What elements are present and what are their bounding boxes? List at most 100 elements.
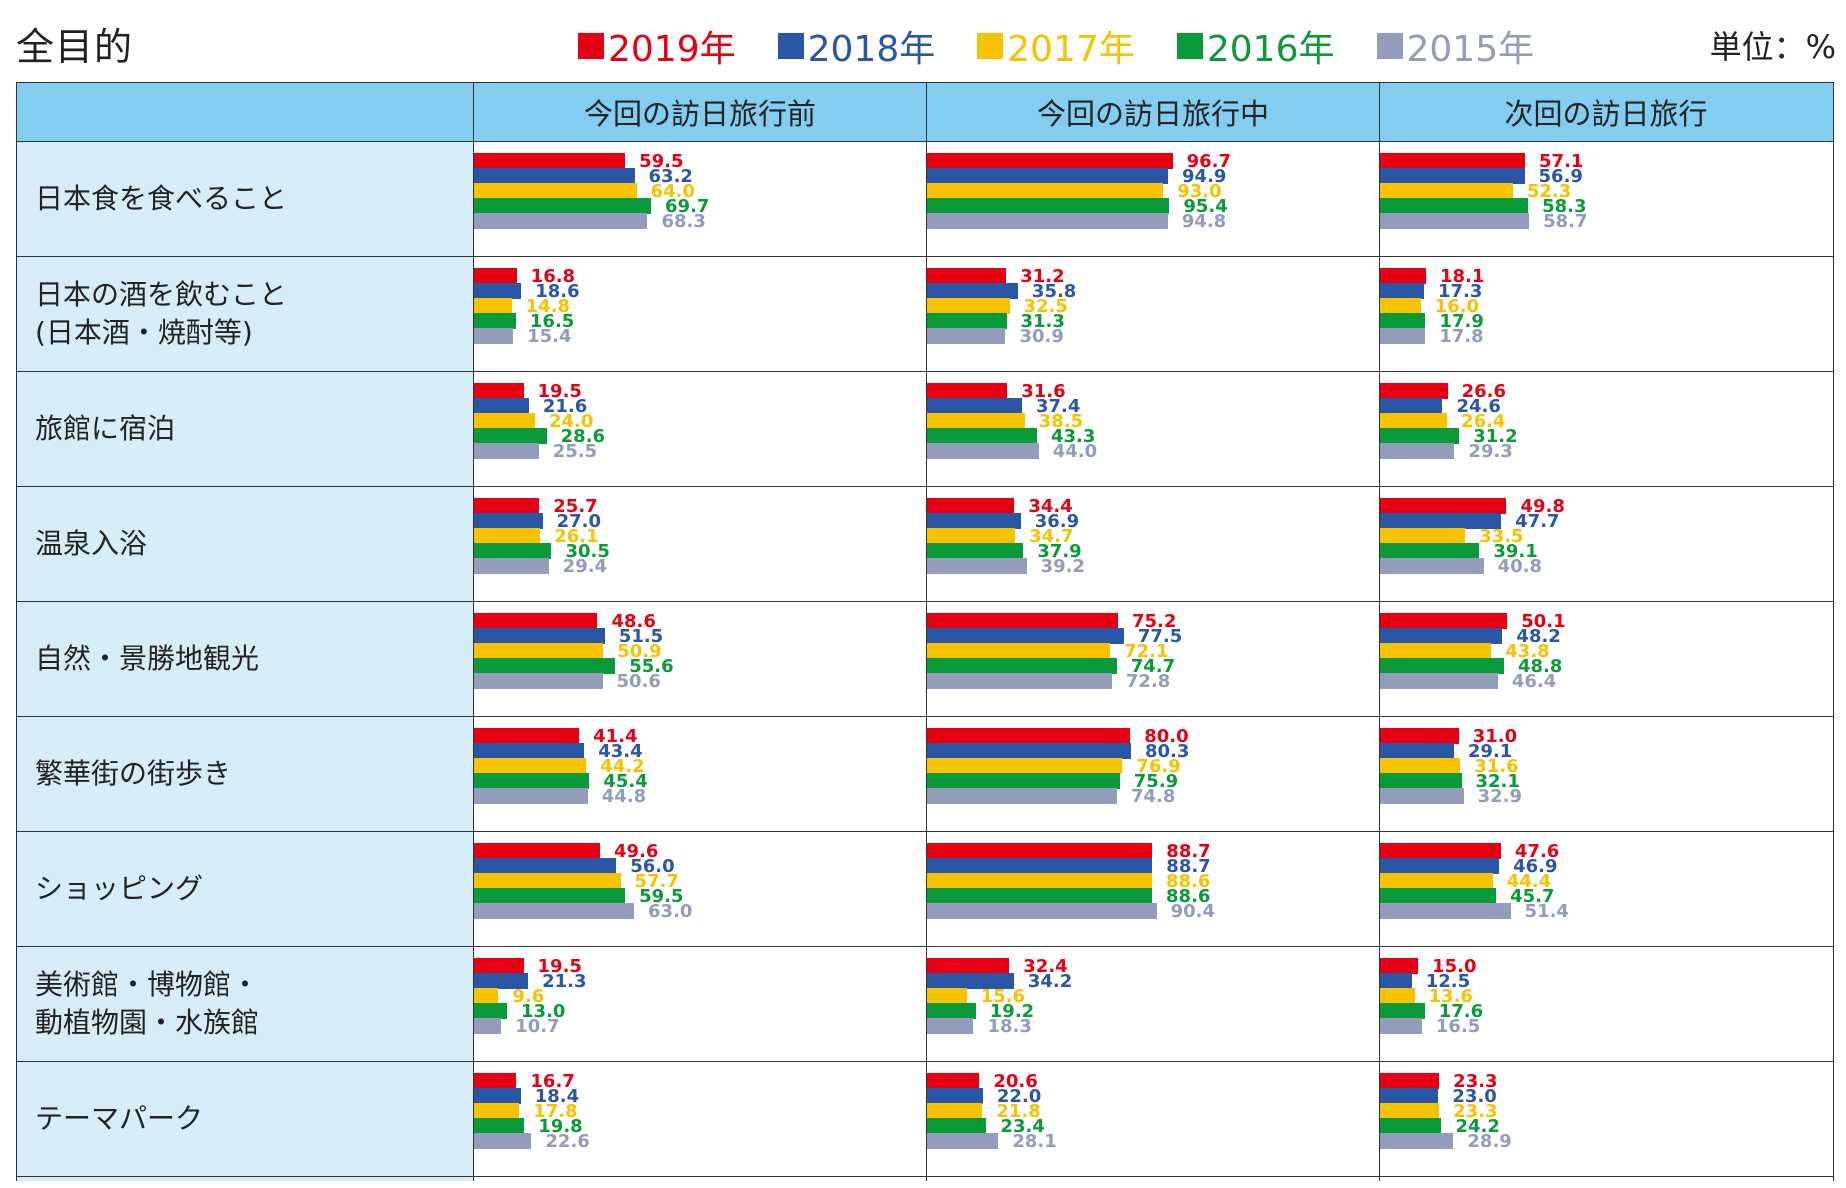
data-label: 19.5 (537, 956, 582, 977)
data-label: 16.7 (530, 1071, 575, 1092)
data-label: 72.1 (1124, 641, 1169, 662)
data-label: 90.4 (1170, 901, 1216, 922)
data-label: 51.5 (618, 626, 664, 647)
bar (1380, 788, 1464, 804)
data-label: 19.5 (537, 381, 582, 402)
bar (474, 873, 621, 889)
data-label: 33.5 (1479, 526, 1524, 547)
bar (474, 743, 585, 759)
bar (927, 543, 1024, 559)
data-label: 31.0 (1472, 726, 1518, 747)
bar (474, 903, 635, 919)
data-label: 50.9 (617, 641, 662, 662)
bar (927, 153, 1173, 169)
data-label: 17.8 (1439, 326, 1484, 347)
bar (474, 328, 514, 344)
data-label: 18.4 (534, 1086, 580, 1107)
bar (927, 903, 1157, 919)
bar (1380, 1133, 1454, 1149)
data-label: 46.9 (1513, 856, 1558, 877)
data-label: 48.6 (611, 611, 656, 632)
data-label: 18.3 (987, 1016, 1032, 1037)
bar-panel: 26.6 24.6 26.4 31.2 29.3 (1379, 372, 1832, 486)
data-label: 28.9 (1467, 1131, 1512, 1152)
bar (474, 773, 590, 789)
bar-panel: 48.6 51.5 50.9 55.6 50.6 (473, 602, 926, 716)
bar (474, 1133, 532, 1149)
data-label: 46.4 (1511, 671, 1557, 692)
bar (927, 658, 1117, 674)
chart-title: 全目的 (16, 25, 134, 69)
data-label: 69.7 (665, 196, 710, 217)
bar (474, 1088, 521, 1104)
bar (474, 973, 529, 989)
bar (1380, 973, 1412, 989)
category-label: 温泉入浴 (17, 487, 473, 601)
data-label: 17.3 (1437, 281, 1483, 302)
bar (474, 658, 616, 674)
bar-panel: 34.4 36.9 34.7 37.9 39.2 (926, 487, 1379, 601)
bar (1380, 558, 1484, 574)
bar (927, 528, 1016, 544)
legend-item: 2016年 (1176, 20, 1335, 72)
legend-label: 2018年 (807, 29, 936, 70)
column-header: 次回の訪日旅行 (1379, 83, 1832, 141)
data-label: 58.7 (1543, 211, 1588, 232)
legend-item: 2017年 (977, 20, 1135, 72)
data-label: 19.2 (989, 1001, 1035, 1022)
data-label: 51.4 (1524, 901, 1569, 922)
data-label: 21.3 (542, 971, 587, 992)
data-label: 58.3 (1542, 196, 1587, 217)
bar (1380, 513, 1502, 529)
row-tail (16, 1177, 1834, 1181)
data-label: 80.3 (1144, 741, 1190, 762)
bar (1380, 413, 1448, 429)
data-label: 29.4 (562, 556, 608, 577)
data-label: 23.3 (1453, 1101, 1498, 1122)
bar (927, 1103, 983, 1119)
data-label: 64.0 (650, 181, 695, 202)
data-label: 44.4 (1506, 871, 1552, 892)
data-label: 24.2 (1455, 1116, 1500, 1137)
data-label: 10.7 (515, 1016, 560, 1037)
bar (1380, 543, 1480, 559)
data-label: 37.4 (1035, 396, 1081, 417)
bar (1380, 443, 1455, 459)
bar (927, 313, 1007, 329)
bar (1380, 398, 1443, 414)
bar-panel: 96.7 94.9 93.0 95.4 94.8 (926, 142, 1379, 256)
bar (927, 183, 1164, 199)
legend-label: 2017年 (1007, 29, 1135, 70)
data-label: 88.7 (1166, 841, 1211, 862)
data-label: 48.8 (1517, 656, 1563, 677)
data-label: 15.0 (1432, 956, 1477, 977)
data-label: 23.4 (1000, 1116, 1045, 1137)
chart-table: 今回の訪日旅行前 今回の訪日旅行中 次回の訪日旅行 日本食を食べること 59.5 63.… (16, 82, 1834, 1181)
data-label: 32.5 (1023, 296, 1068, 317)
data-label: 23.3 (1453, 1071, 1498, 1092)
data-label: 13.6 (1428, 986, 1473, 1007)
bar (474, 283, 522, 299)
category-row: ショッピング 49.6 56.0 57.7 59.5 63.0 88.7 88.7 88.6 88… (16, 832, 1834, 947)
bar (927, 988, 967, 1004)
data-label: 32.9 (1477, 786, 1522, 807)
data-label: 76.9 (1136, 756, 1181, 777)
bar (474, 758, 587, 774)
data-label: 16.8 (530, 266, 576, 287)
bar (474, 643, 604, 659)
data-label: 43.3 (1050, 426, 1096, 447)
bar (474, 1073, 517, 1089)
bar-panel: 16.7 18.4 17.8 19.8 22.6 (473, 1062, 926, 1176)
data-label: 31.3 (1020, 311, 1065, 332)
data-label: 21.6 (542, 396, 588, 417)
data-label: 63.2 (648, 166, 693, 187)
data-label: 19.8 (538, 1116, 583, 1137)
legend-item: 2018年 (777, 20, 936, 72)
category-row: 日本の酒を飲むこと (日本酒・焼酎等) 16.8 18.6 14.8 16.5 15.4 3… (16, 257, 1834, 372)
data-label: 38.5 (1038, 411, 1084, 432)
bar (474, 198, 652, 214)
bar (1380, 843, 1501, 859)
bar-panel: 25.7 27.0 26.1 30.5 29.4 (473, 487, 926, 601)
bar-panel: 18.1 17.3 16.0 17.9 17.8 (1379, 257, 1832, 371)
data-label: 36.9 (1034, 511, 1080, 532)
